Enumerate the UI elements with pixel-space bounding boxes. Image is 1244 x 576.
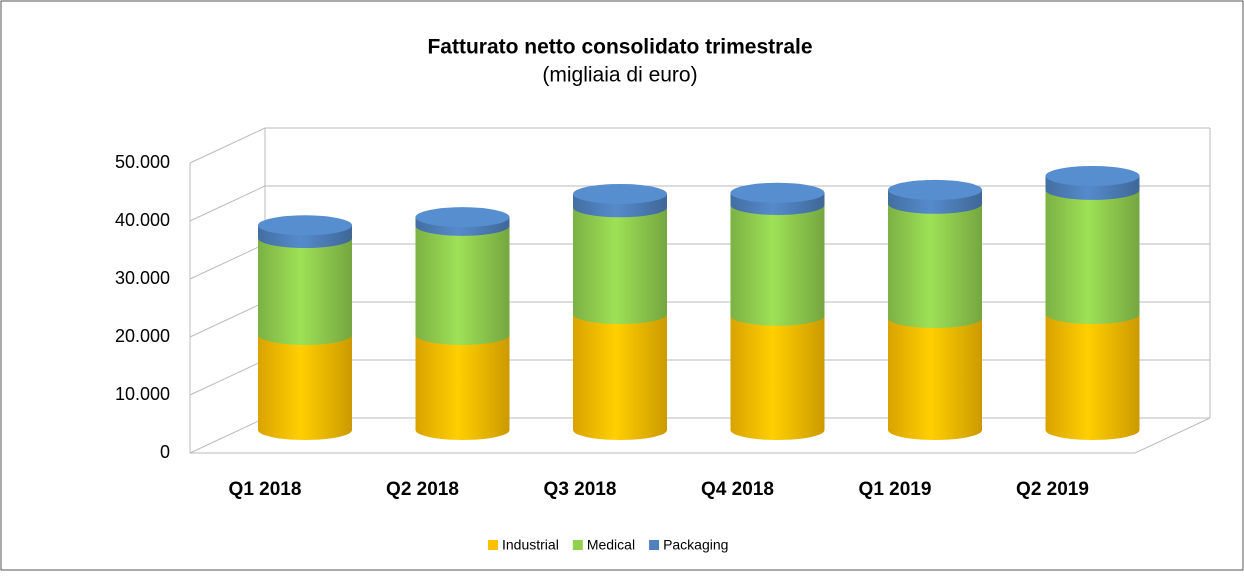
bar-top: [730, 182, 825, 203]
bar-bottom: [888, 308, 982, 329]
bar-bottom: [415, 420, 510, 440]
bar-bottom: [1045, 179, 1140, 200]
y-tick-label: 20.000: [115, 326, 170, 346]
y-tick-label: 30.000: [115, 268, 170, 288]
x-tick-label: Q1 2019: [859, 479, 932, 500]
bar-body: [1045, 314, 1140, 430]
bar-bottom: [730, 305, 825, 326]
y-tick-label: 40.000: [115, 210, 170, 230]
bar-top: [888, 179, 982, 200]
x-tick-label: Q2 2019: [1016, 479, 1089, 500]
legend-label: Medical: [587, 537, 635, 553]
bar-body: [573, 314, 667, 430]
bar-body: [258, 334, 352, 430]
bar-body: [258, 238, 352, 335]
grid-line: [189, 301, 266, 338]
legend-swatch: [488, 540, 498, 550]
grid-line: [189, 127, 266, 164]
chart-subtitle: (migliaia di euro): [542, 64, 697, 87]
legend-swatch: [649, 540, 660, 550]
bar-body: [415, 225, 510, 335]
legend-label: Packaging: [663, 537, 728, 553]
legend-label: Industrial: [502, 537, 559, 553]
bar-bottom: [415, 324, 510, 345]
grid-line: [189, 243, 266, 280]
x-tick-label: Q4 2018: [701, 479, 774, 500]
x-tick-label: Q3 2018: [544, 479, 617, 500]
bar-body: [730, 204, 825, 316]
bar-top: [573, 183, 667, 204]
bar-bottom: [888, 420, 982, 440]
bar-bottom: [1045, 420, 1140, 440]
bar-body: [730, 315, 825, 430]
bar-body: [888, 203, 982, 319]
bar-body: [415, 334, 510, 430]
y-tick-label: 50.000: [115, 152, 170, 172]
bar-bottom: [258, 324, 352, 345]
bar-bottom: [1045, 304, 1140, 324]
bar-top: [1045, 165, 1140, 186]
bar-body: [888, 318, 982, 430]
bar-top: [258, 215, 352, 236]
bar-body: [573, 207, 667, 314]
x-tick-label: Q1 2018: [229, 479, 302, 500]
bar-body: [1045, 189, 1140, 314]
chart-title: Fatturato netto consolidato trimestrale: [427, 36, 812, 59]
bar-bottom: [730, 420, 825, 440]
legend-swatch: [572, 540, 583, 550]
bar-bottom: [573, 420, 667, 440]
y-tick-label: 0: [160, 442, 170, 462]
grid-line: [189, 185, 266, 222]
y-tick-label: 10.000: [115, 384, 170, 404]
bar-bottom: [258, 420, 352, 440]
bar-bottom: [573, 304, 667, 324]
x-tick-label: Q2 2018: [386, 479, 459, 500]
bar-bottom: [888, 193, 982, 214]
grid-line: [189, 359, 266, 396]
bar-top: [415, 207, 510, 228]
